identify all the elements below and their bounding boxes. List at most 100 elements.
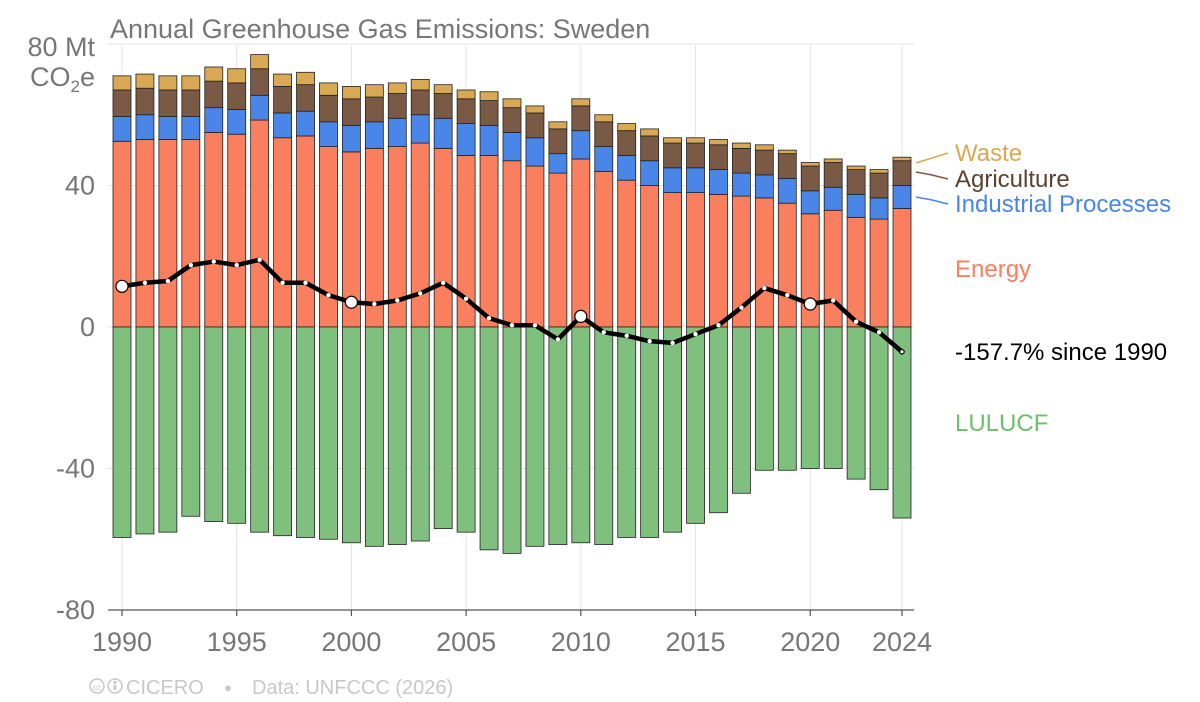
bar-agriculture [410,89,430,116]
net-point [303,280,308,285]
bar-lulucf [777,326,797,471]
agriculture-leader [915,171,949,180]
label-agriculture: Agriculture [955,166,1070,193]
bar-agriculture [686,142,705,169]
bar-lulucf [342,326,361,544]
net-point [876,330,882,335]
bar-lulucf [846,326,866,480]
bar-industrial-processes [135,114,155,140]
bar-lulucf [479,326,499,551]
bar-lulucf [273,326,292,537]
bar-waste [479,91,499,101]
x-tick-label: 2005 [436,627,496,657]
x-tick-label: 1995 [207,627,267,657]
bar-agriculture [892,160,912,186]
industrial-leader [915,196,949,205]
bar-industrial-processes [732,172,751,197]
bar-industrial-processes [892,185,912,209]
bar-industrial-processes [250,94,270,121]
bar-energy [158,139,178,328]
bar-lulucf [869,326,889,491]
label-industrial-processes: Industrial Processes [955,191,1171,218]
bar-waste [846,165,866,170]
bar-lulucf [502,326,522,554]
net-point [372,301,377,307]
bar-agriculture [433,93,453,119]
bar-waste [777,149,797,155]
bar-energy [273,137,292,328]
bar-lulucf [709,326,728,514]
bar-industrial-processes [479,124,499,156]
bar-lulucf [732,326,751,494]
bar-industrial-processes [342,124,361,153]
bar-industrial-processes [754,174,774,199]
bar-industrial-processes [846,193,866,218]
bar-waste [158,75,178,91]
net-point [785,292,790,298]
net-point [693,331,698,337]
net-point [395,298,400,303]
bar-industrial-processes [869,197,889,220]
bar-lulucf [571,326,591,544]
bar-agriculture [456,98,476,124]
bar-energy [250,119,270,328]
bar-industrial-processes [686,167,705,193]
y-tick-label: -80 [56,595,95,625]
bar-industrial-processes [823,186,843,211]
bar-energy [571,158,591,328]
bar-industrial-processes [456,123,476,156]
bar-waste [181,75,201,91]
bar-agriculture [296,84,315,112]
bar-waste [227,68,247,84]
bar-industrial-processes [571,130,591,160]
bar-waste [273,73,292,87]
y-axis-unit-line2: CO2e [30,62,95,96]
bar-lulucf [135,326,155,535]
bar-industrial-processes [502,132,522,162]
bar-waste [364,84,384,98]
bar-energy [892,208,912,328]
bar-industrial-processes [433,117,453,149]
bar-agriculture [227,82,247,110]
net-point [165,278,171,284]
net-point [647,338,652,344]
bar-lulucf [410,326,430,542]
bar-energy [777,202,797,328]
by-icon [107,678,123,694]
bar-energy [709,193,728,328]
bar-industrial-processes [364,121,384,149]
bar-agriculture [777,153,797,179]
bar-industrial-processes [273,112,292,139]
net-point [601,330,606,335]
x-tick-label: 2024 [872,627,932,657]
net-point [762,285,767,291]
x-tick-label: 2020 [780,627,840,657]
bar-energy [502,160,522,328]
net-point [853,319,859,324]
bar-lulucf [433,326,453,530]
net-point [211,259,216,264]
bar-agriculture [640,135,660,162]
cc-icon: cc [89,678,105,694]
bar-industrial-processes [227,109,247,135]
net-point [532,323,538,328]
bar-waste [686,137,705,144]
bar-waste [709,139,728,146]
bar-energy [112,140,132,328]
bar-waste [135,73,155,89]
bar-energy [686,192,705,328]
bar-waste [800,162,820,167]
bar-waste [387,82,407,94]
bar-waste [869,169,889,174]
bar-lulucf [250,326,270,533]
bar-agriculture [181,89,201,117]
bar-waste [502,98,522,109]
bar-agriculture [732,147,751,174]
bar-waste [250,54,270,70]
bar-energy [846,216,866,328]
bar-agriculture [869,172,889,199]
bar-energy [640,185,660,328]
bar-waste [892,156,912,162]
bar-energy [319,146,338,328]
bar-agriculture [800,165,820,192]
